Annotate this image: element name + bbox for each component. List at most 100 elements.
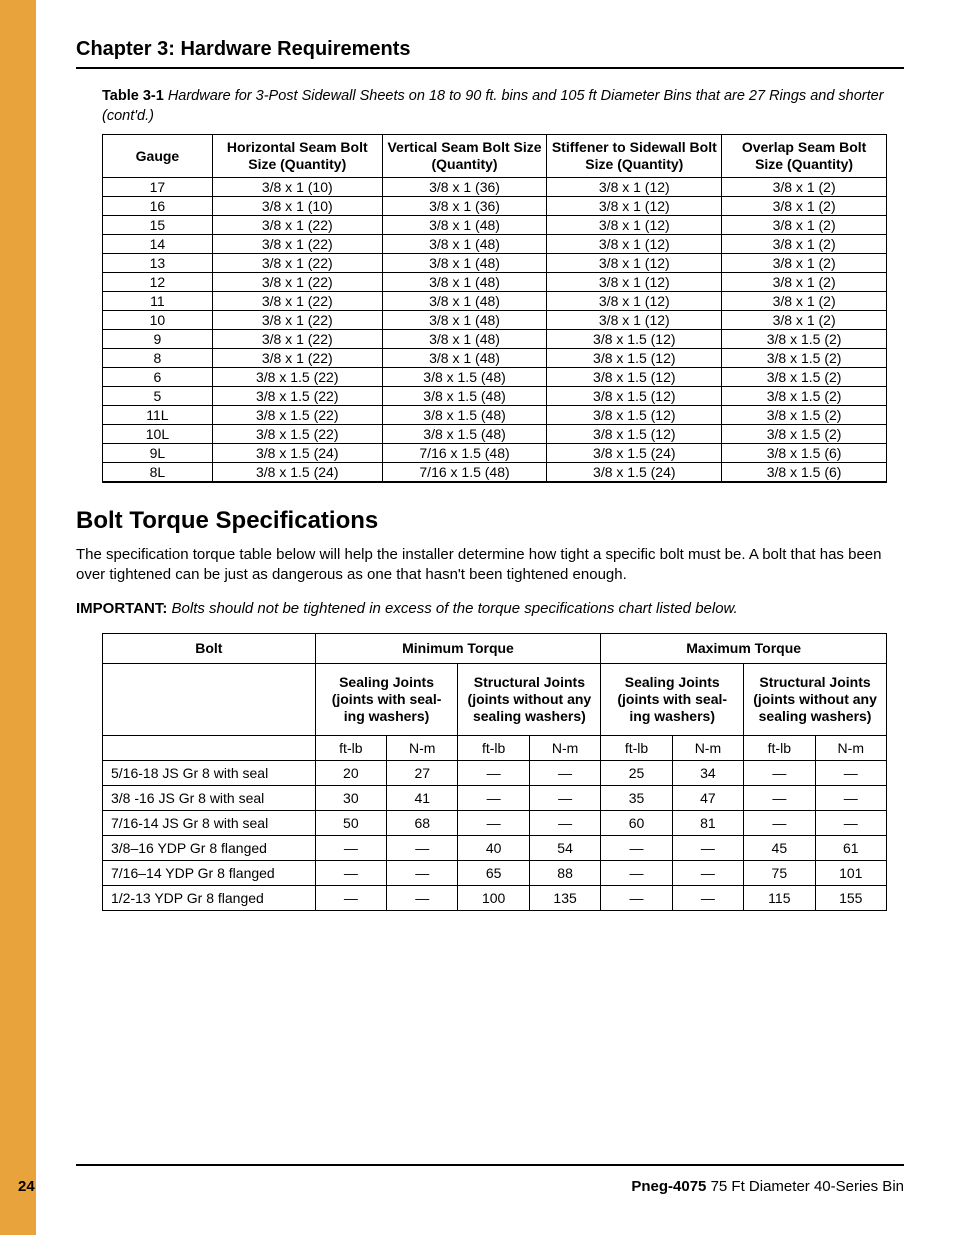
col-min-structural: Structural Joints (joints without any se… (458, 664, 601, 735)
table-cell: 8 (103, 348, 213, 367)
table1-caption: Table 3-1 Hardware for 3-Post Sidewall S… (102, 87, 904, 126)
table-cell: 3/8 x 1 (22) (212, 215, 382, 234)
table-cell: 135 (529, 885, 600, 910)
table-cell: 3/8 x 1 (10) (212, 196, 382, 215)
table-cell: 35 (601, 785, 672, 810)
table-cell: 3/8 x 1 (12) (547, 177, 722, 196)
footer-content: 24 Pneg-4075 75 Ft Diameter 40-Series Bi… (18, 1178, 904, 1195)
table-row: 103/8 x 1 (22)3/8 x 1 (48)3/8 x 1 (12)3/… (103, 310, 887, 329)
table-cell: 15 (103, 215, 213, 234)
col-bolt-empty (103, 664, 316, 735)
table-cell: 40 (458, 835, 529, 860)
table-row: 1/2-13 YDP Gr 8 flanged——100135——115155 (103, 885, 887, 910)
table-cell: 3/8 x 1 (2) (722, 215, 887, 234)
torque-section-body: The specification torque table below wil… (76, 545, 904, 586)
table1-caption-label: Table 3-1 (102, 88, 168, 104)
table-cell: 3/8 -16 JS Gr 8 with seal (103, 785, 316, 810)
table-row: 8L3/8 x 1.5 (24)7/16 x 1.5 (48)3/8 x 1.5… (103, 462, 887, 482)
table-cell: — (458, 760, 529, 785)
table-row: 133/8 x 1 (22)3/8 x 1 (48)3/8 x 1 (12)3/… (103, 253, 887, 272)
table-cell: 10L (103, 424, 213, 443)
table-cell: 3/8 x 1.5 (48) (382, 386, 547, 405)
table-row: 53/8 x 1.5 (22)3/8 x 1.5 (48)3/8 x 1.5 (… (103, 386, 887, 405)
table-cell: 3/8 x 1 (22) (212, 291, 382, 310)
table-cell: 3/8 x 1.5 (24) (212, 462, 382, 482)
table-cell: 16 (103, 196, 213, 215)
table-cell: 13 (103, 253, 213, 272)
table-cell: 60 (601, 810, 672, 835)
table-cell: 3/8 x 1.5 (12) (547, 367, 722, 386)
unit-ftlb-1: ft-lb (315, 735, 386, 760)
table-cell: — (744, 810, 815, 835)
table-cell: 3/8 x 1 (12) (547, 253, 722, 272)
footer-doc: Pneg-4075 75 Ft Diameter 40-Series Bin (631, 1178, 904, 1195)
table-cell: 3/8 x 1.5 (2) (722, 367, 887, 386)
table-cell: 3/8 x 1.5 (12) (547, 386, 722, 405)
col-overlap-seam: Overlap Seam Bolt Size (Quantity) (722, 135, 887, 178)
table-cell: 14 (103, 234, 213, 253)
table-cell: — (744, 785, 815, 810)
table-cell: 3/8 x 1 (2) (722, 310, 887, 329)
table-cell: — (672, 885, 743, 910)
table-cell: 1/2-13 YDP Gr 8 flanged (103, 885, 316, 910)
table-row: 3/8 -16 JS Gr 8 with seal3041——3547—— (103, 785, 887, 810)
table-cell: 3/8 x 1.5 (6) (722, 462, 887, 482)
table-cell: 3/8–16 YDP Gr 8 flanged (103, 835, 316, 860)
table-cell: 3/8 x 1 (48) (382, 348, 547, 367)
table-cell: 3/8 x 1 (12) (547, 291, 722, 310)
table-cell: 100 (458, 885, 529, 910)
table-cell: — (315, 835, 386, 860)
table-cell: 101 (815, 860, 886, 885)
table-row: 11L3/8 x 1.5 (22)3/8 x 1.5 (48)3/8 x 1.5… (103, 405, 887, 424)
table-cell: 11L (103, 405, 213, 424)
table-row: 10L3/8 x 1.5 (22)3/8 x 1.5 (48)3/8 x 1.5… (103, 424, 887, 443)
important-text: Bolts should not be tightened in excess … (172, 600, 738, 617)
table-cell: 3/8 x 1.5 (12) (547, 405, 722, 424)
table-cell: 25 (601, 760, 672, 785)
important-note: IMPORTANT: Bolts should not be tightened… (76, 599, 904, 619)
table-cell: 41 (387, 785, 458, 810)
col-min-sealing: Sealing Joints (joints with seal-ing was… (315, 664, 458, 735)
table-cell: — (315, 860, 386, 885)
table-cell: 3/8 x 1.5 (12) (547, 424, 722, 443)
table-cell: — (458, 810, 529, 835)
title-divider (76, 67, 904, 69)
table-cell: 34 (672, 760, 743, 785)
table-cell: 50 (315, 810, 386, 835)
col-max-structural: Structural Joints (joints without any se… (744, 664, 887, 735)
unit-ftlb-2: ft-lb (458, 735, 529, 760)
table-cell: 61 (815, 835, 886, 860)
table-cell: 20 (315, 760, 386, 785)
table-cell: 3/8 x 1.5 (2) (722, 329, 887, 348)
table-cell: — (601, 835, 672, 860)
table-cell: 3/8 x 1 (48) (382, 215, 547, 234)
table-cell: 3/8 x 1.5 (22) (212, 386, 382, 405)
table-cell: 3/8 x 1 (12) (547, 234, 722, 253)
table-cell: 6 (103, 367, 213, 386)
table-cell: 115 (744, 885, 815, 910)
col-horizontal-seam: Horizontal Seam Bolt Size (Quantity) (212, 135, 382, 178)
unit-nm-3: N-m (672, 735, 743, 760)
torque-units-row: ft-lb N-m ft-lb N-m ft-lb N-m ft-lb N-m (103, 735, 887, 760)
table-cell: 3/8 x 1 (2) (722, 291, 887, 310)
col-gauge: Gauge (103, 135, 213, 178)
table-cell: 27 (387, 760, 458, 785)
table-cell: 3/8 x 1.5 (2) (722, 348, 887, 367)
table-cell: 75 (744, 860, 815, 885)
table-cell: — (815, 785, 886, 810)
table-row: 63/8 x 1.5 (22)3/8 x 1.5 (48)3/8 x 1.5 (… (103, 367, 887, 386)
table-cell: 3/8 x 1 (2) (722, 253, 887, 272)
table-cell: 3/8 x 1 (12) (547, 215, 722, 234)
table-row: 143/8 x 1 (22)3/8 x 1 (48)3/8 x 1 (12)3/… (103, 234, 887, 253)
table-row: 7/16–14 YDP Gr 8 flanged——6588——75101 (103, 860, 887, 885)
col-stiffener: Stiffener to Sidewall Bolt Size (Quantit… (547, 135, 722, 178)
page-footer: 24 Pneg-4075 75 Ft Diameter 40-Series Bi… (0, 1164, 954, 1195)
table-cell: — (672, 835, 743, 860)
table-cell: 3/8 x 1.5 (48) (382, 405, 547, 424)
table-cell: 3/8 x 1 (2) (722, 272, 887, 291)
footer-divider (76, 1164, 904, 1166)
table-cell: 3/8 x 1 (48) (382, 234, 547, 253)
table-cell: 3/8 x 1 (22) (212, 310, 382, 329)
table-cell: 3/8 x 1 (12) (547, 272, 722, 291)
chapter-title: Chapter 3: Hardware Requirements (76, 38, 904, 61)
